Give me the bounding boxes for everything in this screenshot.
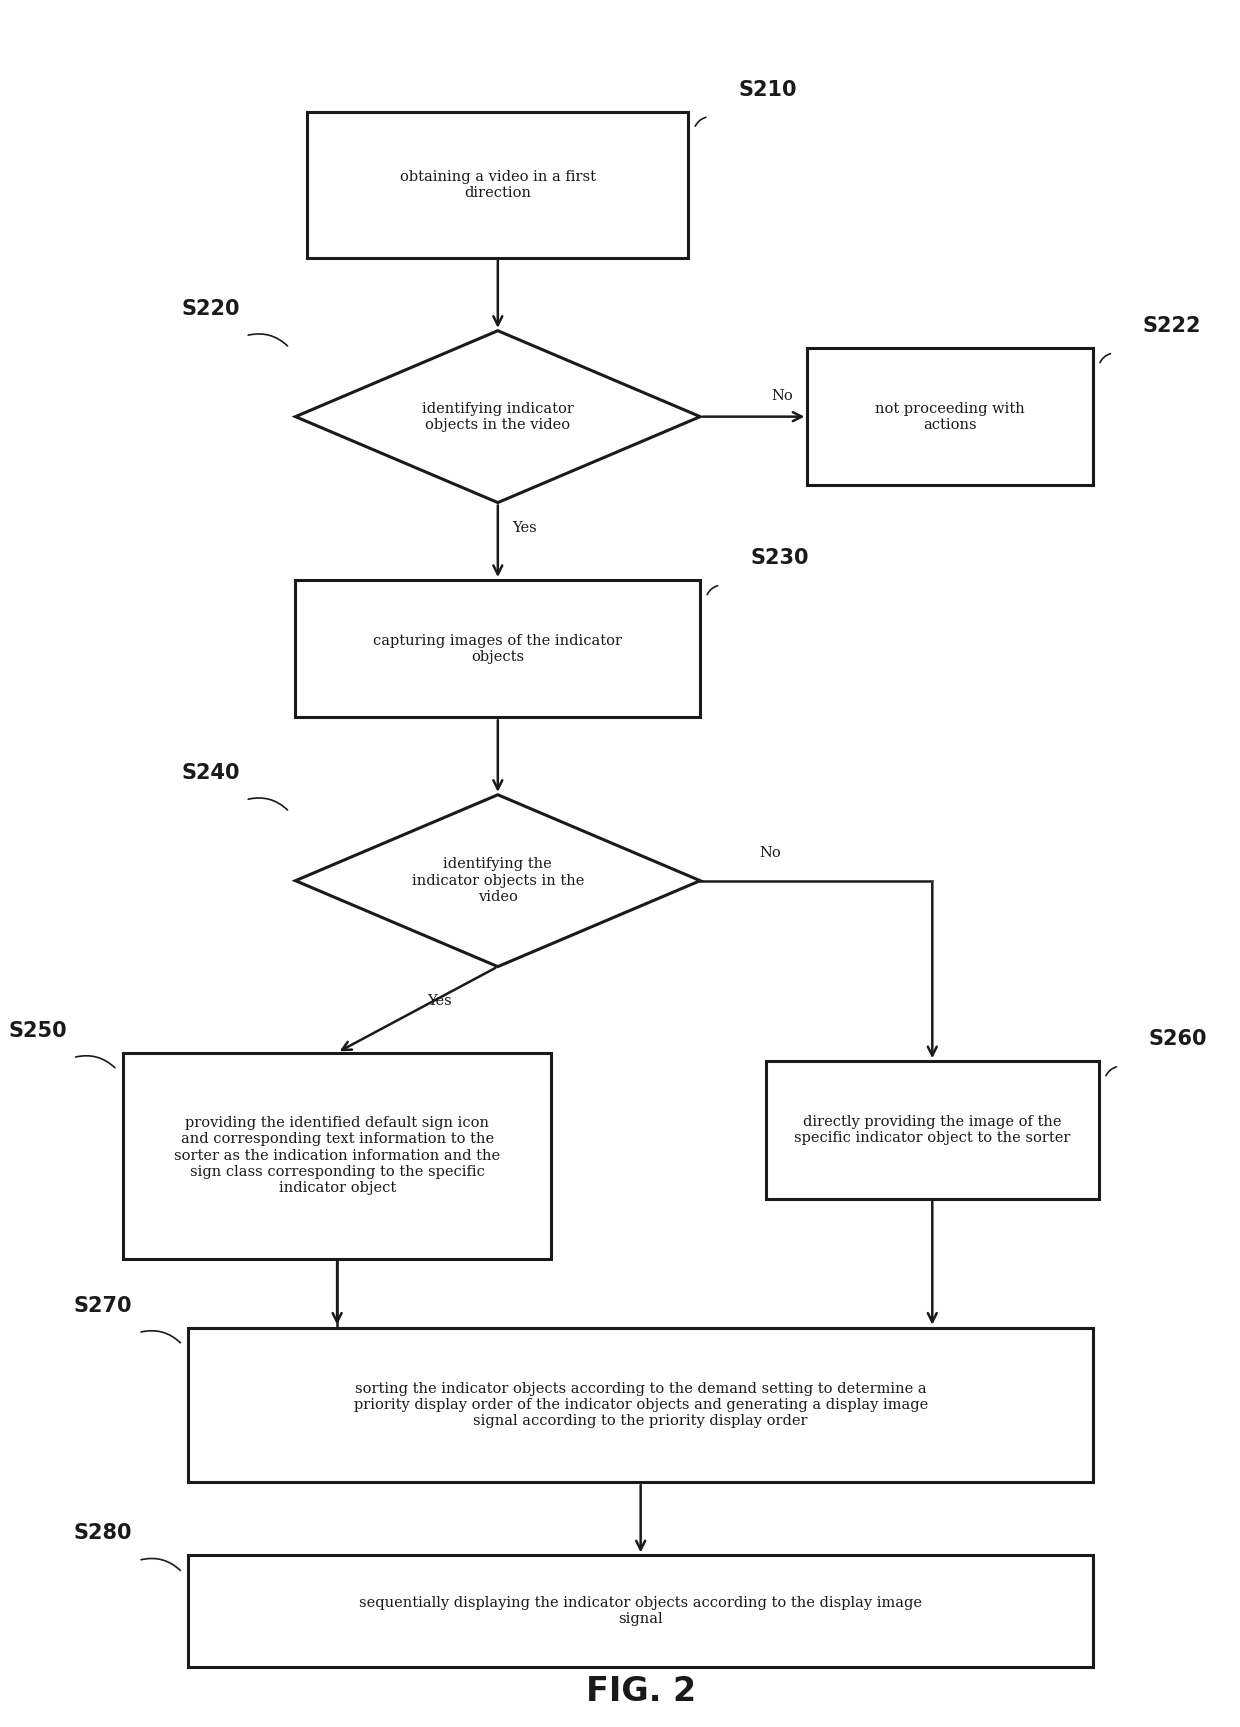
Text: directly providing the image of the
specific indicator object to the sorter: directly providing the image of the spec… (794, 1116, 1070, 1145)
Text: sorting the indicator objects according to the demand setting to determine a
pri: sorting the indicator objects according … (353, 1382, 928, 1428)
Text: No: No (760, 846, 781, 860)
FancyBboxPatch shape (807, 347, 1092, 485)
FancyBboxPatch shape (295, 580, 701, 717)
Text: obtaining a video in a first
direction: obtaining a video in a first direction (399, 169, 596, 200)
Text: S280: S280 (74, 1523, 133, 1544)
FancyBboxPatch shape (123, 1052, 552, 1259)
FancyBboxPatch shape (188, 1556, 1092, 1667)
Text: identifying indicator
objects in the video: identifying indicator objects in the vid… (422, 402, 574, 432)
Text: S210: S210 (738, 79, 797, 100)
Text: S270: S270 (74, 1295, 133, 1316)
Text: S230: S230 (750, 547, 808, 568)
Polygon shape (295, 330, 701, 503)
FancyBboxPatch shape (188, 1328, 1092, 1482)
Text: S240: S240 (181, 763, 239, 782)
Text: S250: S250 (9, 1021, 67, 1041)
Text: No: No (771, 389, 794, 402)
Text: providing the identified default sign icon
and corresponding text information to: providing the identified default sign ic… (174, 1116, 500, 1195)
Text: not proceeding with
actions: not proceeding with actions (875, 402, 1025, 432)
Text: Yes: Yes (512, 520, 537, 534)
Text: S260: S260 (1149, 1029, 1208, 1048)
Text: identifying the
indicator objects in the
video: identifying the indicator objects in the… (412, 858, 584, 903)
FancyBboxPatch shape (308, 112, 688, 257)
FancyBboxPatch shape (765, 1060, 1099, 1199)
Text: S222: S222 (1143, 316, 1202, 335)
Polygon shape (295, 794, 701, 967)
Text: Yes: Yes (427, 995, 451, 1009)
Text: S220: S220 (181, 299, 239, 319)
Text: FIG. 2: FIG. 2 (585, 1675, 696, 1708)
Text: sequentially displaying the indicator objects according to the display image
sig: sequentially displaying the indicator ob… (360, 1596, 923, 1627)
Text: capturing images of the indicator
objects: capturing images of the indicator object… (373, 634, 622, 663)
